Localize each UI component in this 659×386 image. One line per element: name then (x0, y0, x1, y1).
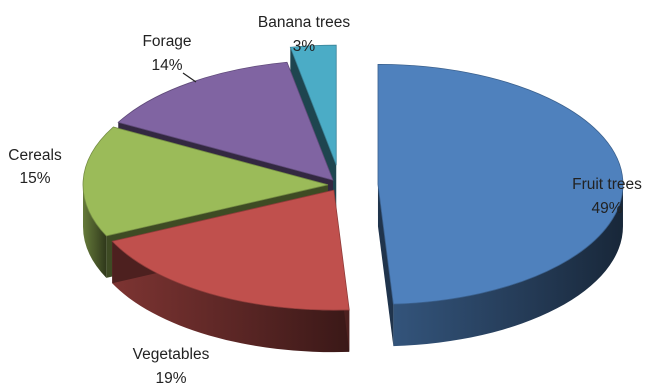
slice-label-fruit-trees: Fruit trees (572, 176, 642, 193)
slice-fruit-trees (377, 64, 624, 347)
forage-leader-line (182, 72, 197, 83)
slice-label-banana-trees: Banana trees (258, 14, 350, 31)
slice-vegetables (111, 189, 350, 353)
pie-slices (82, 44, 624, 353)
slice-label-vegetables: Vegetables (133, 346, 210, 363)
slice-value-cereals: 15% (19, 170, 50, 187)
slice-top-vegetables (111, 189, 350, 311)
slice-value-vegetables: 19% (155, 370, 186, 386)
slice-value-forage: 14% (151, 57, 182, 74)
slice-label-cereals: Cereals (8, 147, 62, 164)
slice-value-banana-trees: 3% (293, 38, 316, 55)
slice-value-fruit-trees: 49% (591, 200, 622, 217)
slice-wall-fruit-trees (393, 184, 623, 347)
slice-wall-cereals (83, 184, 107, 278)
slice-label-forage: Forage (142, 33, 191, 50)
slice-wall-vegetables (112, 241, 350, 353)
slice-top-forage (117, 61, 334, 181)
slice-side-fruit-trees-1 (377, 184, 394, 347)
slice-top-cereals (82, 126, 329, 237)
slice-top-banana-trees (289, 44, 337, 166)
slice-top-fruit-trees (377, 64, 624, 305)
